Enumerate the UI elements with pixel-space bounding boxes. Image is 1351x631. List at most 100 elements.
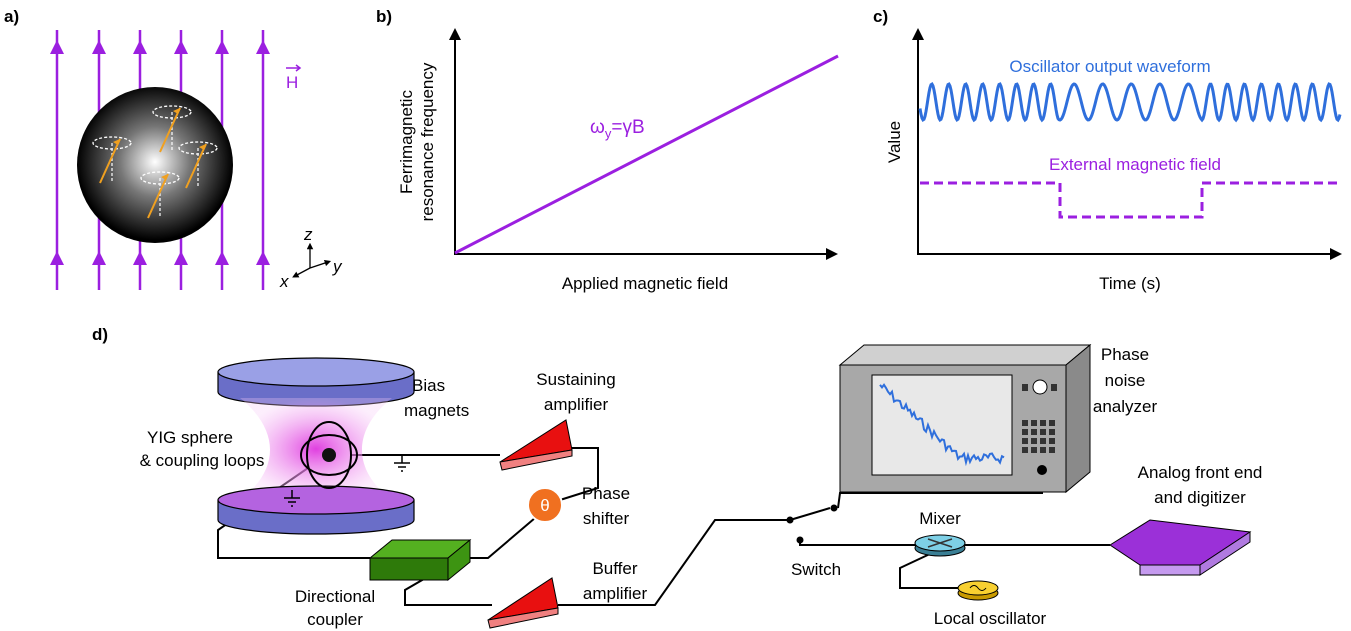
label: YIG sphere & coupling loops bbox=[140, 428, 265, 470]
label-line: magnets bbox=[404, 401, 469, 420]
field-label: H bbox=[286, 73, 298, 92]
key bbox=[1040, 429, 1046, 435]
label-line: YIG sphere bbox=[147, 428, 233, 447]
key bbox=[1031, 447, 1037, 453]
key bbox=[1022, 438, 1028, 444]
key bbox=[1049, 447, 1055, 453]
field-arrow bbox=[92, 40, 106, 54]
key bbox=[1022, 447, 1028, 453]
label: Switch bbox=[791, 560, 841, 579]
field-arrow bbox=[50, 40, 64, 54]
key bbox=[1031, 429, 1037, 435]
wire bbox=[900, 553, 958, 588]
field-arrow bbox=[133, 251, 147, 265]
eq-rest: =γB bbox=[611, 117, 644, 138]
label-line: amplifier bbox=[544, 395, 609, 414]
digitizer-side bbox=[1140, 565, 1200, 575]
label-line: resonance frequency bbox=[418, 62, 437, 221]
key bbox=[1022, 384, 1028, 391]
label: Bias magnets bbox=[404, 376, 469, 420]
magnet-bottom bbox=[218, 486, 414, 514]
axis-label: y bbox=[332, 257, 343, 276]
label-line: and digitizer bbox=[1154, 488, 1246, 507]
label-line: Analog front end bbox=[1138, 463, 1263, 482]
key bbox=[1040, 438, 1046, 444]
axis-label: x bbox=[279, 272, 289, 291]
field-arrow bbox=[133, 40, 147, 54]
analyzer-knob bbox=[1033, 380, 1047, 394]
label: Analog front end and digitizer bbox=[1138, 463, 1263, 507]
digitizer bbox=[1110, 520, 1250, 565]
label-line: shifter bbox=[583, 509, 630, 528]
waveform-label: Oscillator output waveform bbox=[1009, 57, 1210, 76]
analyzer-screen bbox=[872, 375, 1012, 475]
analyzer-top bbox=[840, 345, 1090, 365]
wire bbox=[800, 540, 918, 545]
key bbox=[1040, 447, 1046, 453]
field-arrow bbox=[256, 40, 270, 54]
field-arrow bbox=[174, 40, 188, 54]
switch-contact bbox=[787, 517, 794, 524]
label-line: noise bbox=[1105, 371, 1146, 390]
equation: ωy=γB bbox=[590, 117, 645, 141]
key bbox=[1022, 420, 1028, 426]
field-glow bbox=[240, 398, 392, 500]
panel-label: b) bbox=[376, 7, 392, 26]
yig-sphere bbox=[77, 87, 233, 243]
field-arrow bbox=[256, 251, 270, 265]
figure: a) b) c) d) H z y x ωy=γB Ferrimagneticr… bbox=[0, 0, 1351, 631]
resonance-line bbox=[455, 56, 838, 253]
label-line: coupler bbox=[307, 610, 363, 629]
key bbox=[1049, 420, 1055, 426]
key bbox=[1022, 429, 1028, 435]
panel-label: d) bbox=[92, 325, 108, 344]
x-axis-label: Time (s) bbox=[1099, 274, 1161, 293]
key bbox=[1031, 438, 1037, 444]
analyzer-input bbox=[1037, 465, 1047, 475]
axis-x bbox=[295, 268, 310, 276]
key bbox=[1031, 420, 1037, 426]
switch-blade bbox=[790, 508, 830, 520]
eq-symbol: ω bbox=[590, 117, 605, 138]
label-line: Phase bbox=[1101, 345, 1149, 364]
panel-label: c) bbox=[873, 7, 888, 26]
body: a) b) c) d) H z y x ωy=γB Ferrimagneticr… bbox=[0, 0, 1351, 631]
oscillator-waveform bbox=[920, 84, 1340, 120]
field-waveform bbox=[920, 183, 1340, 217]
label-line: Ferrimagnetic bbox=[397, 90, 416, 194]
vector-arrow bbox=[286, 65, 300, 71]
label-line: Bias bbox=[412, 376, 445, 395]
yig-sphere-small bbox=[322, 448, 336, 462]
field-arrow bbox=[50, 251, 64, 265]
label-line: Buffer bbox=[592, 559, 637, 578]
y-axis-label: Value bbox=[885, 121, 904, 163]
field-label: External magnetic field bbox=[1049, 155, 1221, 174]
key bbox=[1049, 429, 1055, 435]
label: Phase shifter bbox=[582, 484, 630, 528]
label-line: Directional bbox=[295, 587, 375, 606]
wire bbox=[470, 518, 535, 558]
key bbox=[1040, 420, 1046, 426]
key bbox=[1051, 384, 1057, 391]
page: Ferrimagnetic oscillator figure {"panel_… bbox=[0, 0, 1351, 631]
field-arrow bbox=[215, 251, 229, 265]
switch-contact bbox=[797, 537, 804, 544]
axis-label: z bbox=[303, 225, 313, 244]
label-line: analyzer bbox=[1093, 397, 1158, 416]
label-line: & coupling loops bbox=[140, 451, 265, 470]
label: Phase noise analyzer bbox=[1093, 345, 1158, 416]
axis-y bbox=[310, 262, 328, 268]
field-arrow bbox=[174, 251, 188, 265]
ground bbox=[394, 455, 410, 471]
phase-symbol: θ bbox=[540, 496, 549, 515]
switch-contact bbox=[831, 505, 838, 512]
label: Local oscillator bbox=[934, 609, 1047, 628]
x-axis-label: Applied magnetic field bbox=[562, 274, 728, 293]
label-line: Phase bbox=[582, 484, 630, 503]
coupler-front bbox=[370, 558, 448, 580]
analyzer-side bbox=[1066, 345, 1090, 492]
field-arrow bbox=[215, 40, 229, 54]
